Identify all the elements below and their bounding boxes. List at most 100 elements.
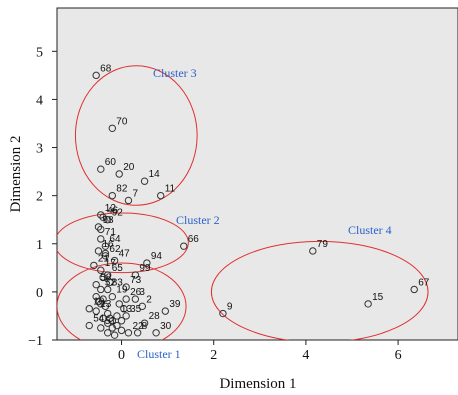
data-point <box>108 317 117 325</box>
point-label: 54 <box>93 314 105 325</box>
data-point <box>410 285 418 294</box>
cluster-label: Cluster 3 <box>153 66 197 80</box>
data-point <box>97 165 105 173</box>
point-label: 21 <box>98 253 110 264</box>
y-tick-label: 4 <box>36 93 43 108</box>
point-label: 71 <box>105 227 117 238</box>
data-point <box>108 191 117 200</box>
data-point <box>106 314 114 323</box>
point-label: 8 <box>142 321 148 332</box>
data-point <box>92 71 100 80</box>
data-point <box>94 297 103 306</box>
point-label: 68 <box>100 63 112 74</box>
data-point <box>104 329 112 337</box>
data-point <box>92 280 100 289</box>
data-point <box>219 309 227 318</box>
data-point <box>108 324 117 332</box>
data-point <box>110 331 119 339</box>
data-point <box>117 317 126 325</box>
y-tick-label: 5 <box>36 45 43 60</box>
point-label: 3 <box>139 287 145 298</box>
data-point <box>131 271 140 279</box>
point-label: 9 <box>227 302 233 313</box>
point-label: 22 <box>132 321 144 332</box>
y-axis-title: Dimension 2 <box>8 135 24 212</box>
cluster-ellipse <box>57 212 189 274</box>
data-point <box>101 249 110 258</box>
data-point <box>309 247 317 255</box>
y-axis-ticks: −1 0 1 2 3 4 5 <box>28 45 57 349</box>
data-point <box>133 329 142 337</box>
data-point <box>101 242 110 250</box>
data-point <box>124 329 133 337</box>
data-point <box>180 242 188 250</box>
point-label: 73 <box>130 275 142 286</box>
point-label: 60 <box>105 157 117 168</box>
point-label: 20 <box>123 162 135 173</box>
point-label: 13 <box>121 304 133 315</box>
x-tick-label: 0 <box>118 348 125 363</box>
cluster-label: Cluster 1 <box>137 347 181 361</box>
point-label: 19 <box>116 285 128 296</box>
point-label: 14 <box>149 169 161 180</box>
point-label: 70 <box>116 116 128 127</box>
y-tick-label: −1 <box>28 334 43 349</box>
cluster-label: Cluster 2 <box>176 213 220 227</box>
data-point <box>104 309 112 318</box>
data-point <box>97 300 105 308</box>
data-point <box>122 283 130 291</box>
data-point <box>94 223 103 231</box>
data-point <box>106 278 114 286</box>
point-label: 66 <box>188 234 200 245</box>
data-point <box>108 292 117 301</box>
data-point <box>97 225 105 234</box>
data-point <box>97 211 105 219</box>
data-point <box>110 256 119 265</box>
data-point <box>90 261 98 270</box>
data-point <box>97 266 105 274</box>
point-label: 65 <box>112 263 124 274</box>
data-point <box>124 196 133 205</box>
data-point <box>122 312 130 320</box>
point-label: 15 <box>372 292 384 303</box>
data-point <box>113 312 121 320</box>
point-label: 46 <box>107 205 119 216</box>
x-tick-label: 4 <box>302 348 309 363</box>
data-point <box>131 295 140 303</box>
data-point <box>99 314 107 323</box>
point-label: 52 <box>105 277 117 288</box>
data-point <box>99 295 107 303</box>
data-point <box>99 273 107 282</box>
y-tick-label: 3 <box>36 142 43 157</box>
data-point <box>101 252 110 260</box>
cluster-ellipse <box>210 240 429 340</box>
point-label: 64 <box>109 234 121 245</box>
data-point <box>140 177 149 185</box>
data-point <box>140 319 149 327</box>
cluster-labels: Cluster 1 Cluster 2 Cluster 3 Cluster 4 <box>137 66 392 361</box>
data-point <box>108 124 117 132</box>
x-axis-ticks: 0 2 4 6 <box>118 340 402 363</box>
point-label: 98 <box>102 215 114 226</box>
point-label: 67 <box>418 277 430 288</box>
point-label: 16 <box>102 239 114 250</box>
data-point <box>157 191 165 200</box>
point-label: 83 <box>112 277 124 288</box>
data-point <box>364 300 372 308</box>
point-label: 26 <box>130 287 142 298</box>
point-label: 99 <box>139 263 151 274</box>
data-point <box>97 324 105 332</box>
data-point <box>99 213 107 222</box>
point-label: 79 <box>317 239 329 250</box>
data-point <box>85 305 93 313</box>
data-point <box>104 319 112 327</box>
data-point <box>104 216 112 224</box>
point-label: 7 <box>132 188 138 199</box>
point-label: 2 <box>146 294 152 305</box>
point-label: 47 <box>119 249 131 260</box>
data-point <box>115 300 123 308</box>
point-label: 51 <box>105 316 117 327</box>
point-label: 62 <box>109 244 121 255</box>
